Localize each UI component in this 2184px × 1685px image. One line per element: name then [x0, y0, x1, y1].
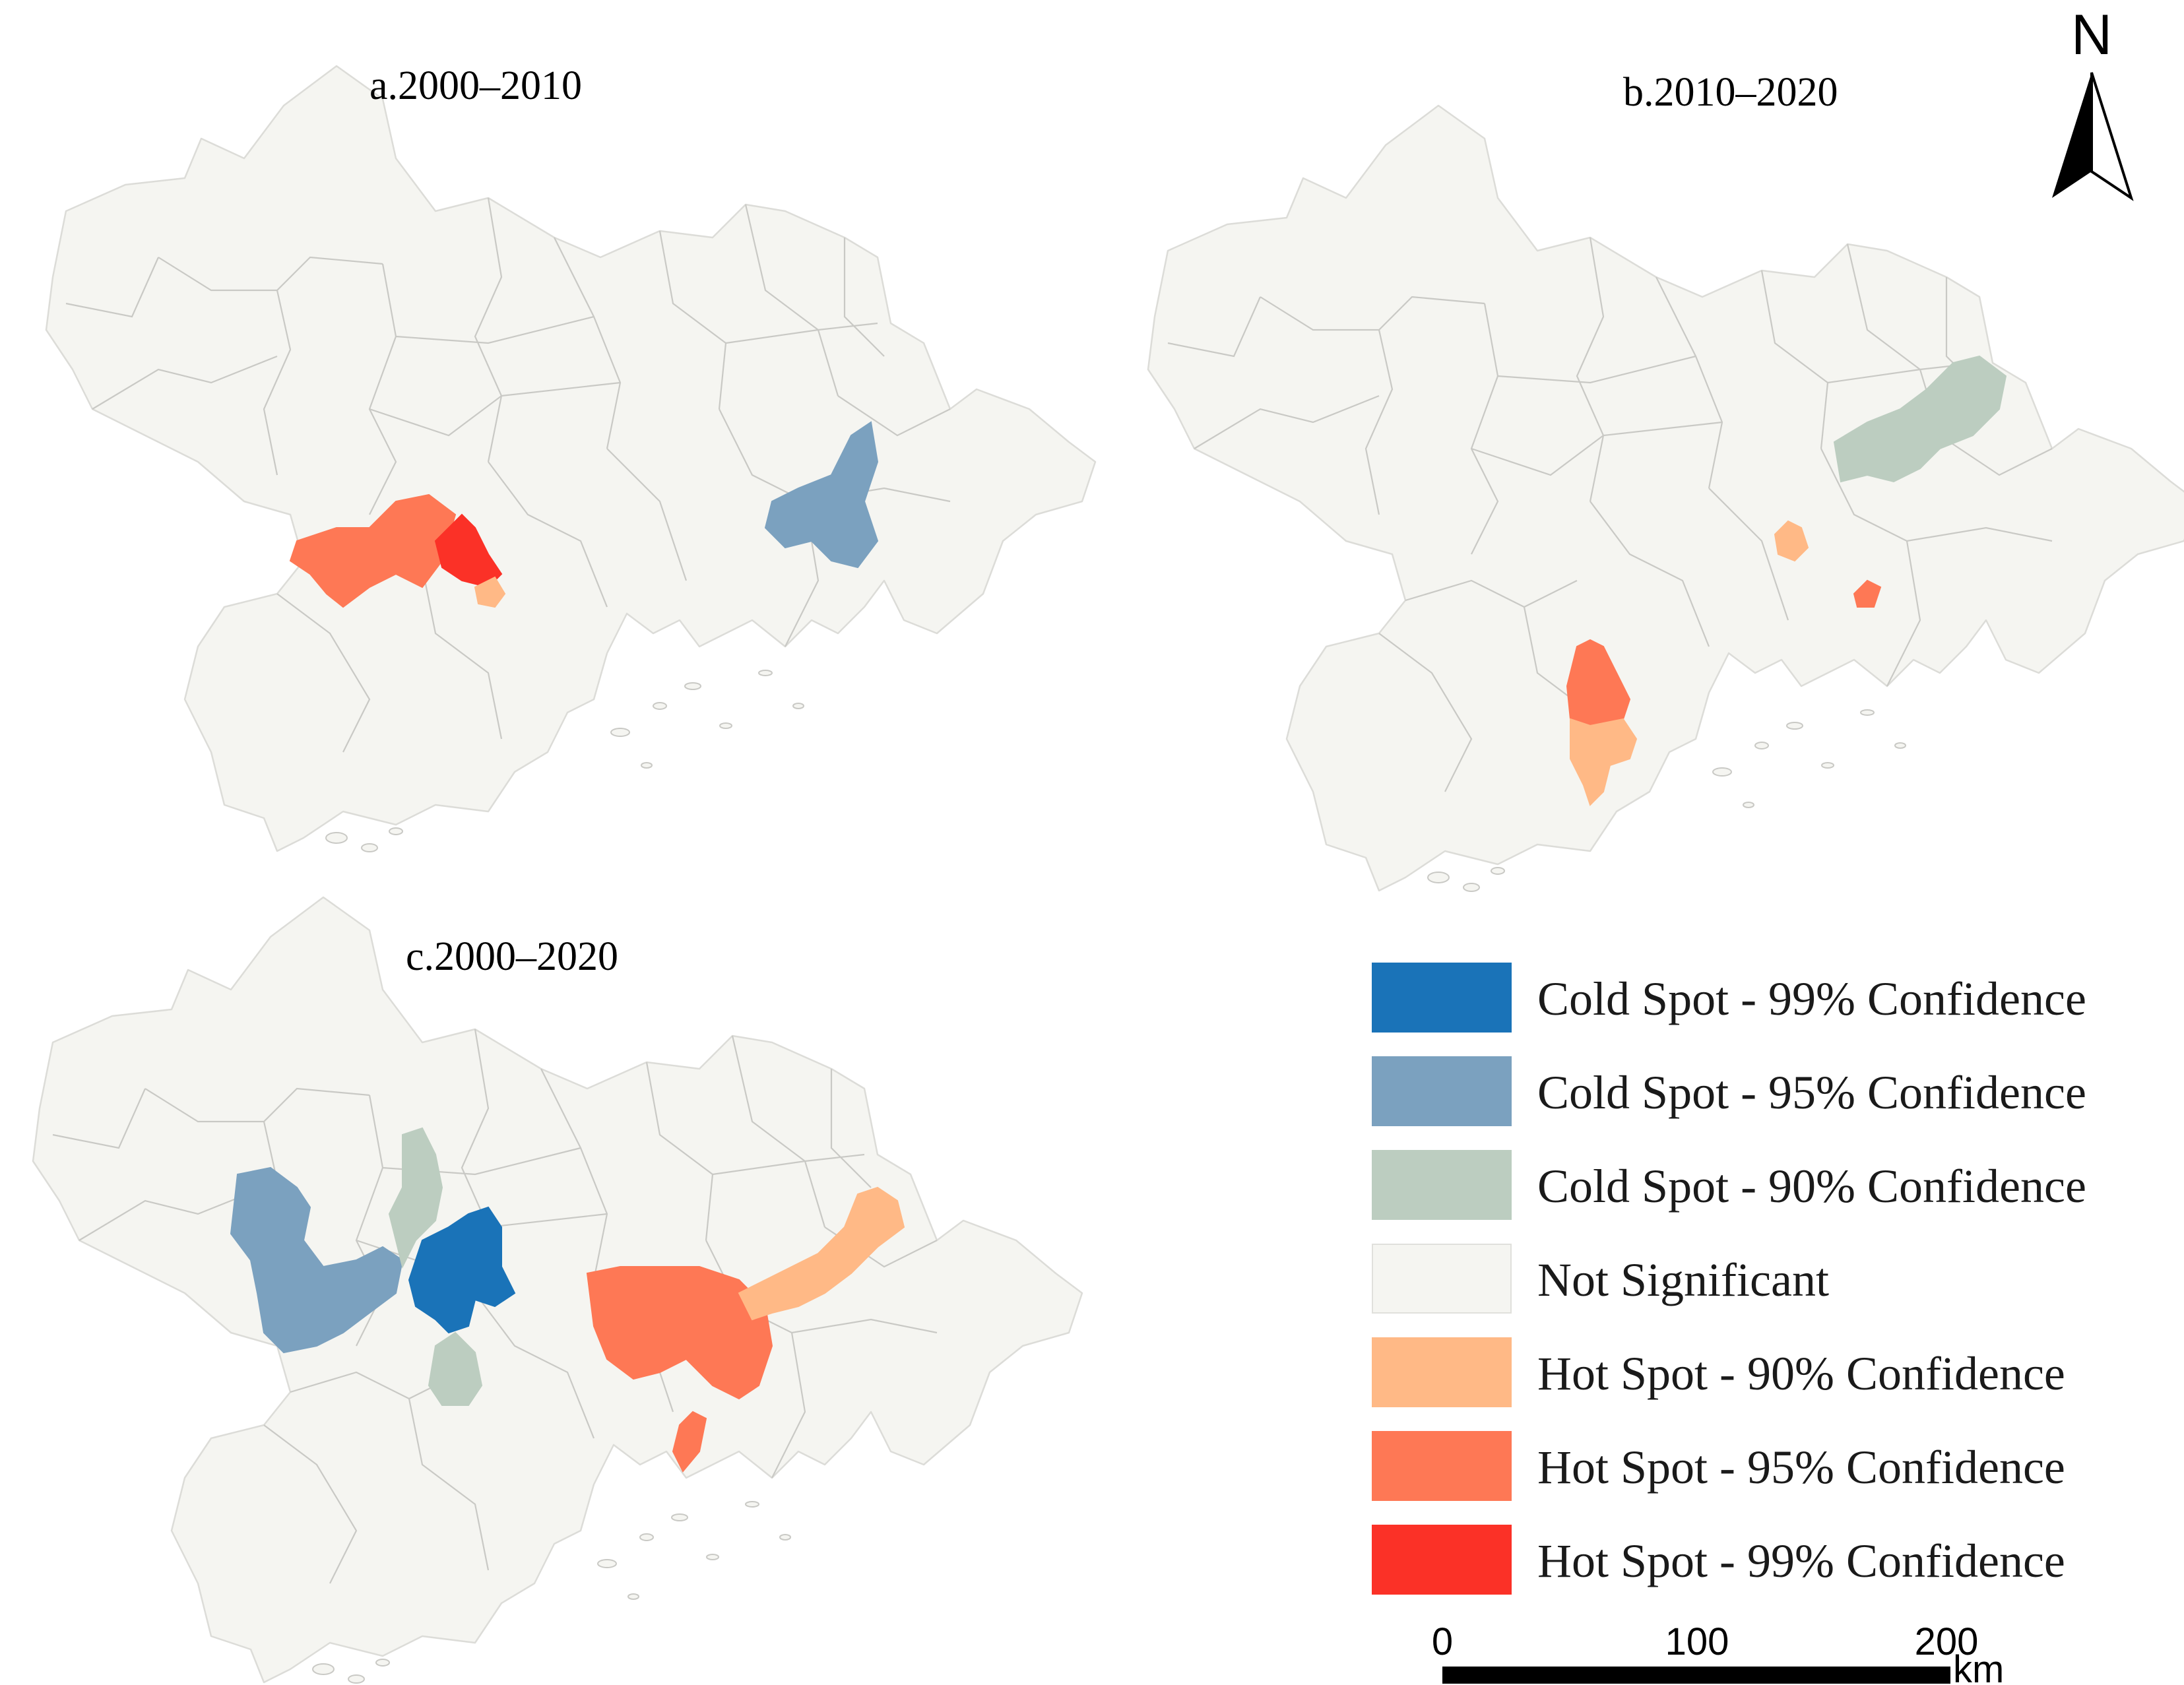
legend-item-cold-99: Cold Spot - 99% Confidence — [1372, 963, 2086, 1033]
cold-spot-95-region-a — [764, 421, 879, 569]
legend-label-not-significant: Not Significant — [1537, 1254, 1829, 1306]
hot-spot-95-region-c — [586, 1266, 773, 1400]
legend-label-hot-90: Hot Spot - 90% Confidence — [1537, 1347, 2065, 1400]
legend-item-not-significant: Not Significant — [1372, 1244, 1829, 1314]
cold-spot-90-region-b — [1833, 355, 2007, 483]
scale-unit: km — [1953, 1648, 2004, 1685]
scale-bar-line — [1442, 1667, 1950, 1684]
map-panel-b: b.2010–2020 — [1147, 70, 2184, 892]
legend: Cold Spot - 99% Confidence Cold Spot - 95… — [1372, 963, 2086, 1595]
cold-spot-99-region-c — [408, 1206, 516, 1334]
legend-label-hot-95: Hot Spot - 95% Confidence — [1537, 1441, 2065, 1494]
scale-tick-0: 0 — [1432, 1620, 1453, 1663]
legend-label-hot-99: Hot Spot - 99% Confidence — [1537, 1535, 2065, 1587]
legend-item-hot-90: Hot Spot - 90% Confidence — [1372, 1337, 2065, 1407]
legend-label-cold-95: Cold Spot - 95% Confidence — [1537, 1066, 2086, 1119]
legend-swatch-cold-90 — [1372, 1150, 1512, 1220]
hot-spot-95-region-a — [289, 493, 457, 608]
scale-tick-200: 200 — [1915, 1620, 1979, 1663]
cold-spot-90-south-region-c — [428, 1331, 483, 1406]
hot-spot-95-south-region-b — [1566, 639, 1631, 727]
map-panel-a: a.2000–2010 — [45, 63, 1097, 852]
scale-tick-100: 100 — [1665, 1620, 1729, 1663]
cold-spot-90-north-region-c — [388, 1127, 443, 1269]
hot-spot-90-region-a — [474, 576, 506, 608]
legend-item-cold-90: Cold Spot - 90% Confidence — [1372, 1150, 2086, 1220]
hot-spot-90-region-c — [738, 1186, 905, 1321]
scale-bar: 0 100 200 km — [1432, 1620, 2004, 1685]
hot-spot-90-south-region-b — [1570, 718, 1638, 806]
legend-swatch-hot-99 — [1372, 1525, 1512, 1595]
base-region-c — [32, 896, 1083, 1684]
map-panel-c: c.2000–2020 — [32, 896, 1083, 1684]
legend-swatch-hot-95 — [1372, 1431, 1512, 1501]
legend-swatch-cold-95 — [1372, 1056, 1512, 1126]
hot-spot-90-small-region-b — [1774, 520, 1809, 562]
legend-swatch-hot-90 — [1372, 1337, 1512, 1407]
cold-spot-95-region-c — [230, 1166, 404, 1354]
legend-item-hot-99: Hot Spot - 99% Confidence — [1372, 1525, 2065, 1595]
map-title-a: a.2000–2010 — [369, 63, 582, 108]
hot-spot-99-region-a — [434, 513, 503, 588]
north-arrow-icon: N — [2052, 3, 2134, 201]
legend-label-cold-90: Cold Spot - 90% Confidence — [1537, 1160, 2086, 1213]
map-title-b: b.2010–2020 — [1623, 70, 1838, 115]
legend-item-hot-95: Hot Spot - 95% Confidence — [1372, 1431, 2065, 1501]
legend-swatch-cold-99 — [1372, 963, 1512, 1033]
legend-label-cold-99: Cold Spot - 99% Confidence — [1537, 972, 2086, 1025]
base-region-a — [45, 65, 1097, 852]
legend-item-cold-95: Cold Spot - 95% Confidence — [1372, 1056, 2086, 1126]
north-label: N — [2071, 3, 2112, 67]
hot-spot-95-small-region-b — [1853, 579, 1882, 608]
map-title-c: c.2000–2020 — [406, 934, 618, 979]
legend-swatch-not-significant — [1372, 1244, 1512, 1314]
hot-spot-95-small-region-c — [672, 1411, 707, 1473]
base-region-b — [1147, 104, 2184, 892]
